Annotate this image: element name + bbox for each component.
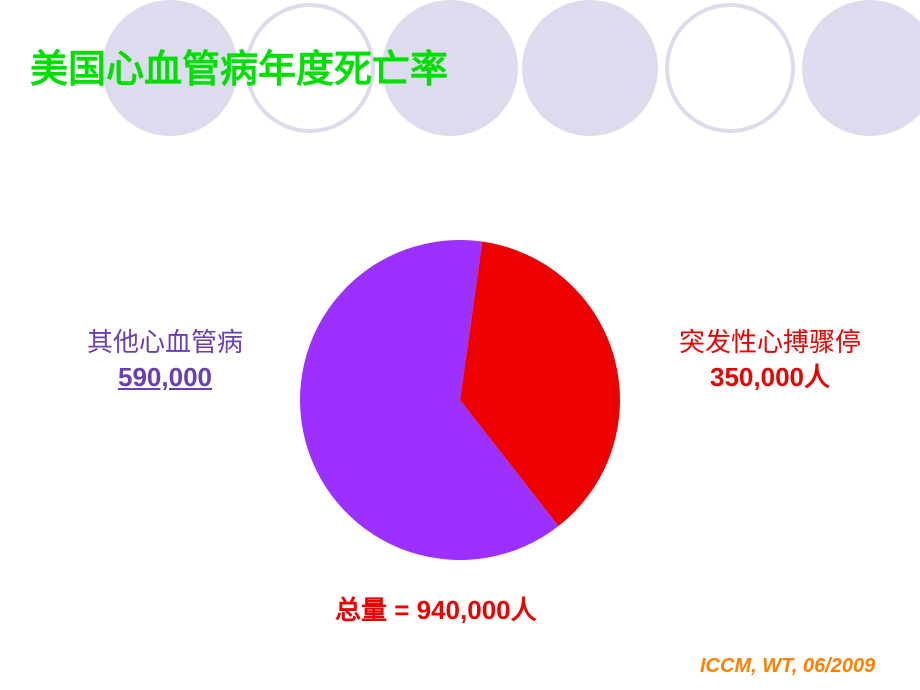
left-label-text: 其他心血管病	[50, 325, 280, 360]
left-label-value: 590,000	[50, 360, 280, 395]
right-label-sca: 突发性心搏骤停 350,000人	[640, 325, 900, 395]
decor-circle-4	[522, 0, 658, 136]
left-label-other-cvd: 其他心血管病 590,000	[50, 325, 280, 395]
slide-title: 美国心血管病年度死亡率	[30, 38, 448, 93]
pie-svg	[300, 240, 620, 560]
right-label-text: 突发性心搏骤停	[640, 325, 900, 360]
decor-circle-6	[802, 0, 920, 136]
right-label-value: 350,000人	[640, 360, 900, 395]
total-text: 总量 = 940,000人	[335, 590, 537, 627]
pie-chart	[300, 240, 620, 560]
slide: { "background_color": "#ffffff", "title"…	[0, 0, 920, 690]
footer-citation: ICCM, WT, 06/2009	[700, 655, 875, 678]
decor-circle-5	[665, 3, 795, 133]
